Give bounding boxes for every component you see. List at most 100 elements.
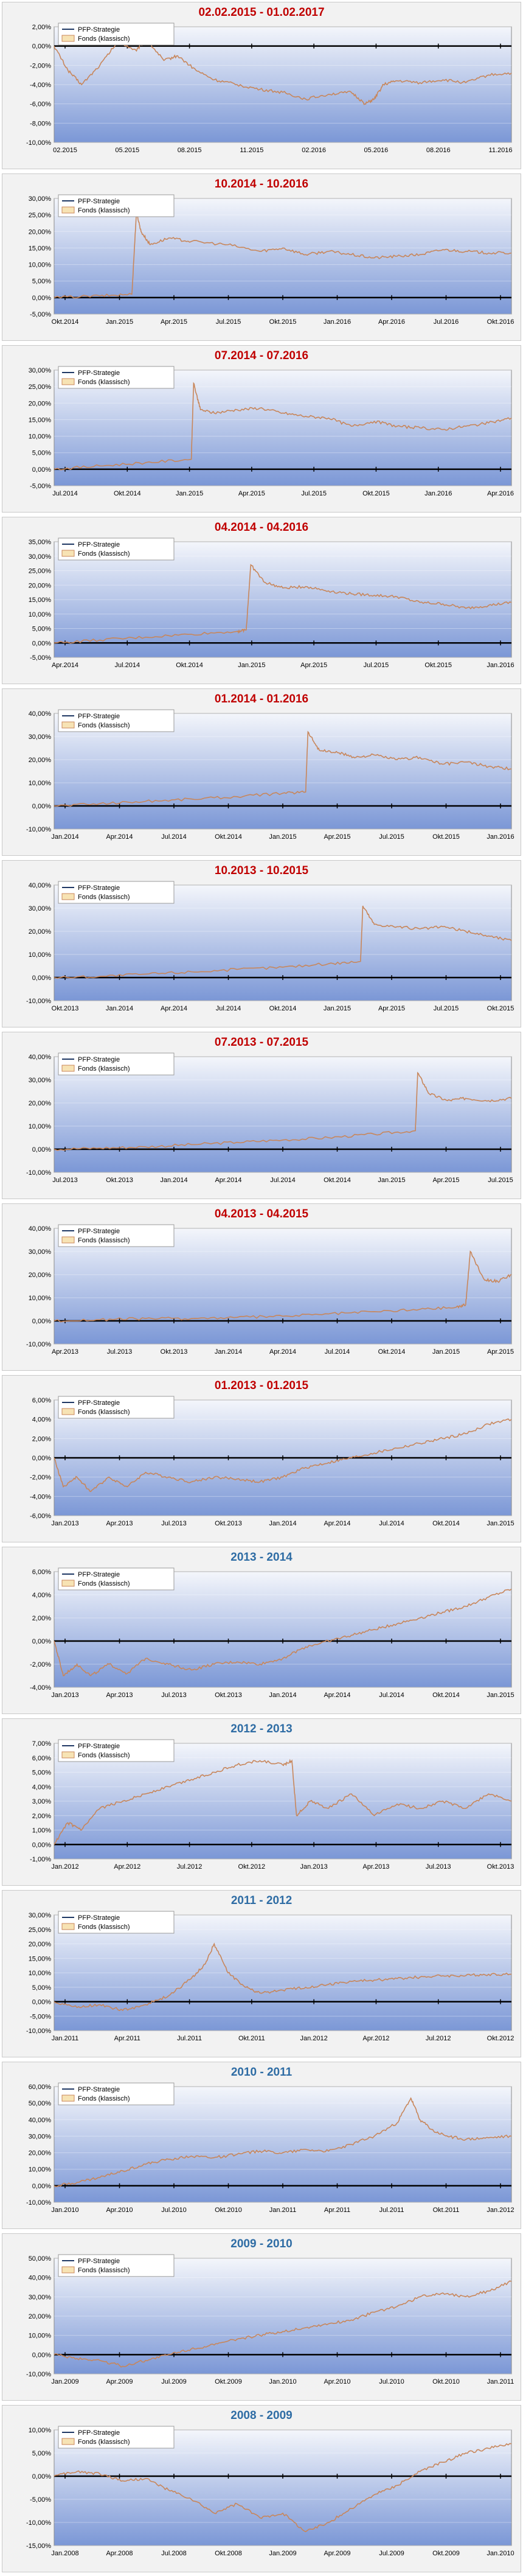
x-tick-label: 05.2016 bbox=[364, 147, 389, 154]
x-tick-label: Apr.2009 bbox=[324, 2550, 350, 2557]
x-tick-label: 08.2016 bbox=[426, 147, 451, 154]
x-tick-label: 02.2015 bbox=[53, 147, 77, 154]
y-tick-label: 6,00% bbox=[32, 1397, 51, 1404]
legend: PFP-Strategie Fonds (klassisch) bbox=[58, 1224, 175, 1247]
x-tick-label: Jan.2016 bbox=[487, 833, 514, 841]
y-tick-label: 15,00% bbox=[29, 245, 52, 252]
chart-svg: 10,00%5,00%0,00%-5,00%-10,00%-15,00%Jan.… bbox=[26, 2426, 514, 2557]
x-tick-label: Okt.2015 bbox=[424, 662, 452, 669]
x-tick-label: Apr.2015 bbox=[378, 1005, 405, 1012]
series-line-fonds bbox=[54, 1588, 512, 1677]
legend-label-fonds: Fonds (klassisch) bbox=[78, 1752, 130, 1759]
y-tick-label: 20,00% bbox=[29, 1272, 52, 1279]
legend-box bbox=[58, 1052, 175, 1076]
y-tick-label: 25,00% bbox=[29, 1927, 52, 1934]
y-tick-label: 30,00% bbox=[29, 367, 52, 374]
chart-title: 2012 - 2013 bbox=[230, 1723, 293, 1735]
chart-title: 04.2013 - 04.2015 bbox=[214, 1208, 309, 1220]
x-tick-label: Okt.2014 bbox=[114, 490, 141, 497]
y-tick-label: -4,00% bbox=[30, 1684, 51, 1692]
y-tick-label: 20,00% bbox=[29, 228, 52, 236]
x-tick-label: Jan.2010 bbox=[269, 2378, 296, 2385]
plot-area bbox=[54, 1914, 512, 2031]
y-tick-label: 5,00% bbox=[32, 1984, 51, 1992]
x-tick-label: 05.2015 bbox=[115, 147, 139, 154]
x-tick-label: 11.2016 bbox=[489, 147, 513, 154]
plot-area bbox=[54, 1056, 512, 1173]
legend-box bbox=[58, 1911, 175, 1934]
y-tick-label: -2,00% bbox=[30, 62, 51, 69]
x-tick-label: Okt.2014 bbox=[324, 1177, 351, 1184]
x-tick-label: Apr.2014 bbox=[324, 1692, 350, 1699]
series-line-fonds bbox=[54, 1418, 512, 1493]
y-tick-label: 0,00% bbox=[32, 2351, 51, 2359]
y-tick-label: 10,00% bbox=[29, 433, 52, 441]
legend-swatch-fonds bbox=[61, 893, 75, 900]
y-tick-label: 1,00% bbox=[32, 1827, 51, 1835]
legend-label-fonds: Fonds (klassisch) bbox=[78, 2438, 130, 2446]
chart-panel: 02.02.2015 - 01.02.2017 2,00% 0,00% -2,00% -… bbox=[2, 2, 521, 169]
x-tick-label: Okt.2013 bbox=[215, 1692, 242, 1699]
legend-swatch-fonds bbox=[61, 2438, 75, 2445]
x-tick-label: Okt.2013 bbox=[106, 1177, 133, 1184]
series-line-fonds bbox=[54, 905, 512, 979]
x-tick-label: Apr.2013 bbox=[106, 1692, 133, 1699]
y-tick-label: -10,00% bbox=[26, 826, 51, 833]
chart-panel: 04.2013 - 04.2015 40,00% 30,00% 20,00% 10,00… bbox=[2, 1203, 521, 1371]
y-tick-label: 40,00% bbox=[29, 882, 52, 889]
y-tick-label: -5,00% bbox=[30, 483, 51, 490]
legend-swatch-fonds bbox=[61, 1236, 75, 1244]
legend-swatch-fonds bbox=[61, 1751, 75, 1759]
x-tick-label: Jan.2014 bbox=[269, 1520, 296, 1527]
legend: PFP-Strategie Fonds (klassisch) bbox=[58, 2082, 175, 2105]
x-tick-label: Okt.2014 bbox=[432, 1692, 460, 1699]
series-line-fonds bbox=[54, 1071, 512, 1151]
plot-area bbox=[54, 2429, 512, 2546]
y-tick-label: 20,00% bbox=[29, 1100, 52, 1107]
y-tick-label: 40,00% bbox=[29, 1225, 52, 1233]
y-tick-label: 20,00% bbox=[29, 928, 52, 936]
x-tick-label: Okt.2013 bbox=[52, 1005, 79, 1012]
legend-swatch-fonds bbox=[61, 206, 75, 214]
chart-svg: 50,00% 40,00% 30,00% 20,00% 10,00% 0,00% -10,0… bbox=[26, 2254, 514, 2385]
y-tick-label: -10,00% bbox=[26, 2371, 51, 2378]
x-tick-label: Apr.2009 bbox=[106, 2378, 133, 2385]
y-tick-label: -10,00% bbox=[26, 998, 51, 1005]
x-tick-label: Jan.2013 bbox=[300, 1863, 328, 1871]
x-tick-label: Apr.2010 bbox=[324, 2378, 350, 2385]
legend-label-fonds: Fonds (klassisch) bbox=[78, 2267, 130, 2274]
legend-label-fonds: Fonds (klassisch) bbox=[78, 207, 130, 214]
x-tick-label: Apr.2013 bbox=[106, 1520, 133, 1527]
chart-panel: 2012 - 2013 7,00% 6,00% 5,00% 4,00% 3,00% 2,00… bbox=[2, 1718, 521, 1886]
x-tick-label: Apr.2014 bbox=[269, 1348, 296, 1356]
x-tick-label: 08.2015 bbox=[178, 147, 202, 154]
chart-svg: 7,00% 6,00% 5,00% 4,00% 3,00% 2,00% 1,00% 0,00%… bbox=[30, 1739, 514, 1871]
legend-label-fonds: Fonds (klassisch) bbox=[78, 35, 130, 43]
chart-svg: 6,00% 4,00% 2,00% 0,00% -2,00% -4,00%Jan.2013… bbox=[30, 1567, 514, 1699]
legend-label-strategy: PFP-Strategie bbox=[78, 1571, 120, 1578]
x-tick-label: Jan.2014 bbox=[51, 833, 78, 841]
x-tick-label: Apr.2015 bbox=[432, 1177, 459, 1184]
chart-title: 2010 - 2011 bbox=[230, 2066, 293, 2079]
chart-panel: 2011 - 2012 30,00% 25,00% 20,00% 15,00% 10,00… bbox=[2, 1890, 521, 2057]
y-tick-label: 7,00% bbox=[32, 1740, 51, 1748]
x-tick-label: Apr.2014 bbox=[52, 662, 78, 669]
y-tick-label: 0,00% bbox=[32, 1841, 51, 1849]
x-tick-label: Apr.2013 bbox=[52, 1348, 78, 1356]
legend: PFP-Strategie Fonds (klassisch) bbox=[58, 366, 175, 389]
legend: PFP-Strategie Fonds (klassisch) bbox=[58, 537, 175, 561]
chart-svg: 40,00%30,00%20,00%10,00%0,00%-10,00%Jul.… bbox=[26, 1052, 513, 1184]
chart-panel: 2008 - 2009 10,00% 5,00% 0,00% -5,00% -10,00%… bbox=[2, 2405, 521, 2572]
y-tick-label: 30,00% bbox=[29, 905, 52, 912]
x-tick-label: Jul.2008 bbox=[161, 2550, 187, 2557]
x-tick-label: Okt.2012 bbox=[487, 2035, 514, 2042]
x-tick-label: Okt.2014 bbox=[269, 1005, 297, 1012]
x-tick-label: Jul.2015 bbox=[488, 1177, 513, 1184]
y-tick-label: 25,00% bbox=[29, 212, 52, 219]
x-tick-label: Jan.2014 bbox=[269, 1692, 296, 1699]
legend-label-fonds: Fonds (klassisch) bbox=[78, 722, 130, 729]
y-tick-label: 50,00% bbox=[29, 2100, 52, 2107]
x-tick-label: Jan.2014 bbox=[215, 1348, 242, 1356]
y-tick-label: -10,00% bbox=[26, 2199, 51, 2207]
legend-label-strategy: PFP-Strategie bbox=[78, 1056, 120, 1063]
